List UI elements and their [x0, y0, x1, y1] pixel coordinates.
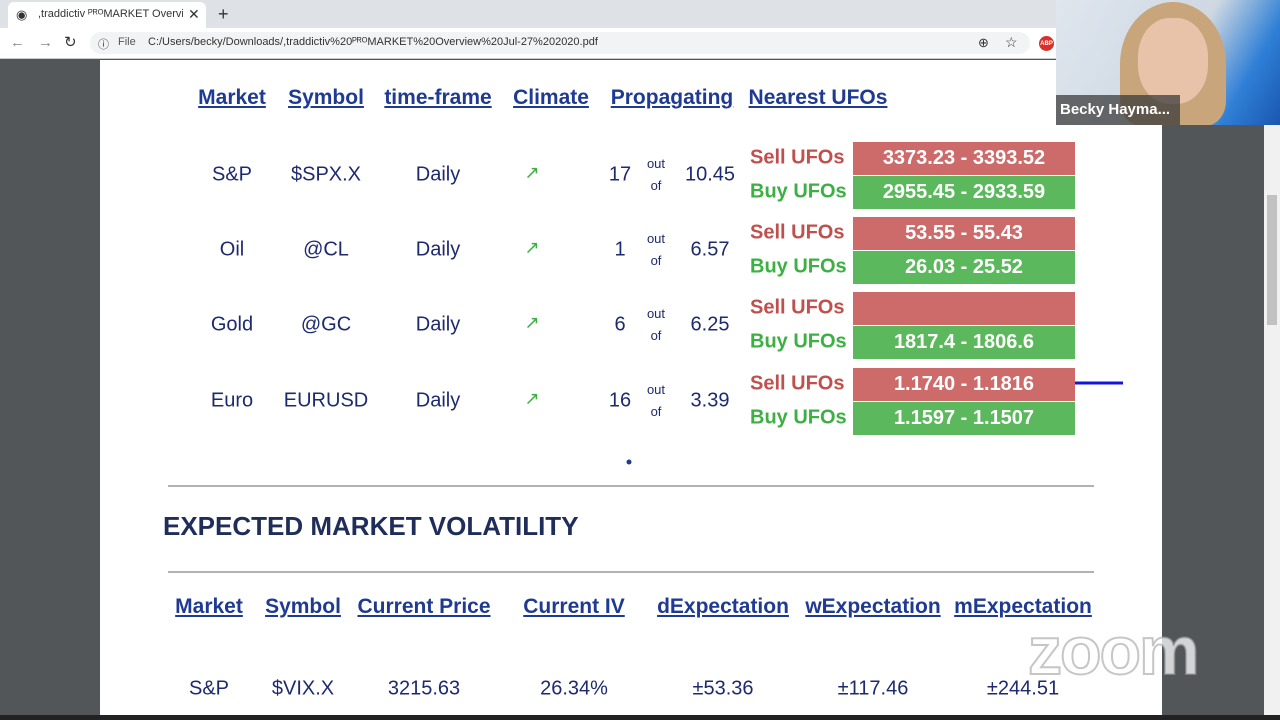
- sell-label: Sell UFOs: [750, 146, 845, 169]
- out-of: out of: [646, 156, 666, 193]
- column-header: Current Price: [357, 595, 491, 618]
- out-of: out of: [646, 231, 666, 268]
- climate: ↗: [524, 312, 540, 333]
- reload-button[interactable]: ↻: [64, 34, 77, 51]
- buy-range: 26.03 - 25.52: [853, 251, 1075, 284]
- climate: ↗: [524, 162, 540, 183]
- symbol: $SPX.X: [290, 163, 362, 186]
- browser-tab[interactable]: ,traddictiv ᴾᴿᴼMARKET Overview ◉ ✕: [8, 2, 206, 28]
- favicon: ◉: [16, 7, 28, 22]
- symbol: EURUSD: [283, 389, 369, 412]
- out-of: out of: [646, 306, 666, 343]
- symbol: @CL: [303, 238, 349, 261]
- name-label-bg: [1056, 95, 1180, 125]
- scroll-thumb[interactable]: [1267, 195, 1277, 325]
- buy-label: Buy UFOs: [750, 255, 847, 278]
- propagating: 1: [614, 238, 626, 261]
- address-prefix: File: [118, 36, 136, 48]
- new-tab[interactable]: +: [218, 4, 229, 24]
- column-header: Current IV: [523, 595, 625, 618]
- propagating-of: 10.45: [684, 163, 736, 186]
- buy-range: 1.1597 - 1.1507: [853, 402, 1075, 435]
- sell-range: [853, 292, 1075, 325]
- column-header: mExpectation: [954, 595, 1092, 618]
- sell-label: Sell UFOs: [750, 296, 845, 319]
- propagating-of: 3.39: [690, 389, 730, 412]
- omnibox[interactable]: ⓘ File C:/Users/becky/Downloads/,traddic…: [90, 32, 1030, 54]
- section-title: EXPECTED MARKET VOLATILITY: [163, 511, 579, 541]
- extension-badge[interactable]: ABP: [1039, 36, 1054, 51]
- column-header: Propagating: [610, 86, 734, 109]
- propagating: 17: [608, 163, 632, 186]
- buy-label: Buy UFOs: [750, 330, 847, 353]
- cell: S&P: [188, 677, 230, 700]
- participant-name: Becky Hayma...: [1060, 101, 1171, 118]
- column-header: Nearest UFOs: [748, 86, 888, 109]
- cell: $VIX.X: [271, 677, 335, 700]
- sell-range: 53.55 - 55.43: [853, 217, 1075, 250]
- back-button[interactable]: ←: [10, 34, 25, 51]
- market: Euro: [210, 389, 254, 412]
- sell-label: Sell UFOs: [750, 221, 845, 244]
- sell-label: Sell UFOs: [750, 372, 845, 395]
- sell-range: 1.1740 - 1.1816: [853, 368, 1075, 401]
- climate: ↗: [524, 237, 540, 258]
- participant-face: [1138, 18, 1208, 104]
- column-header: time-frame: [384, 86, 492, 109]
- cell: ±117.46: [837, 677, 909, 700]
- info-icon: ⓘ: [98, 39, 109, 51]
- scrollbar[interactable]: [1264, 125, 1280, 715]
- propagating: 6: [614, 313, 626, 336]
- market: Oil: [219, 238, 245, 261]
- timeframe: Daily: [415, 163, 461, 186]
- bookmark-star[interactable]: ☆: [1005, 34, 1018, 50]
- bottom-strip: [0, 715, 1280, 720]
- zoom-watermark: zoom: [1027, 612, 1201, 690]
- cell: 3215.63: [387, 677, 461, 700]
- sell-range: 3373.23 - 3393.52: [853, 142, 1075, 175]
- column-header: Market: [198, 86, 266, 109]
- cell: ±244.51: [986, 677, 1060, 700]
- video-tile: Becky Hayma...: [1056, 0, 1280, 125]
- propagating: 16: [608, 389, 632, 412]
- column-header: Market: [175, 595, 243, 618]
- tab-title: ,traddictiv ᴾᴿᴼMARKET Overview: [38, 8, 183, 20]
- url: C:/Users/becky/Downloads/,traddictiv%20ᴾ…: [148, 36, 598, 48]
- buy-range: 1817.4 - 1806.6: [853, 326, 1075, 359]
- timeframe: Daily: [415, 313, 461, 336]
- propagating-of: 6.25: [690, 313, 730, 336]
- cell: 26.34%: [540, 677, 608, 700]
- market: S&P: [211, 163, 253, 186]
- column-header: dExpectation: [657, 595, 789, 618]
- column-header: Symbol: [265, 595, 341, 618]
- column-header: wExpectation: [805, 595, 941, 618]
- buy-range: 2955.45 - 2933.59: [853, 176, 1075, 209]
- propagating-of: 6.57: [690, 238, 730, 261]
- timeframe: Daily: [415, 238, 461, 261]
- column-header: Symbol: [288, 86, 364, 109]
- forward-button[interactable]: →: [38, 34, 53, 51]
- out-of: out of: [646, 382, 666, 419]
- zoom-icon[interactable]: ⊕: [978, 35, 989, 50]
- buy-label: Buy UFOs: [750, 406, 847, 429]
- buy-label: Buy UFOs: [750, 180, 847, 203]
- column-header: Climate: [513, 86, 589, 109]
- symbol: @GC: [300, 313, 352, 336]
- climate: ↗: [524, 388, 540, 409]
- market: Gold: [210, 313, 254, 336]
- timeframe: Daily: [415, 389, 461, 412]
- cell: ±53.36: [692, 677, 754, 700]
- tab-close[interactable]: ✕: [188, 6, 200, 22]
